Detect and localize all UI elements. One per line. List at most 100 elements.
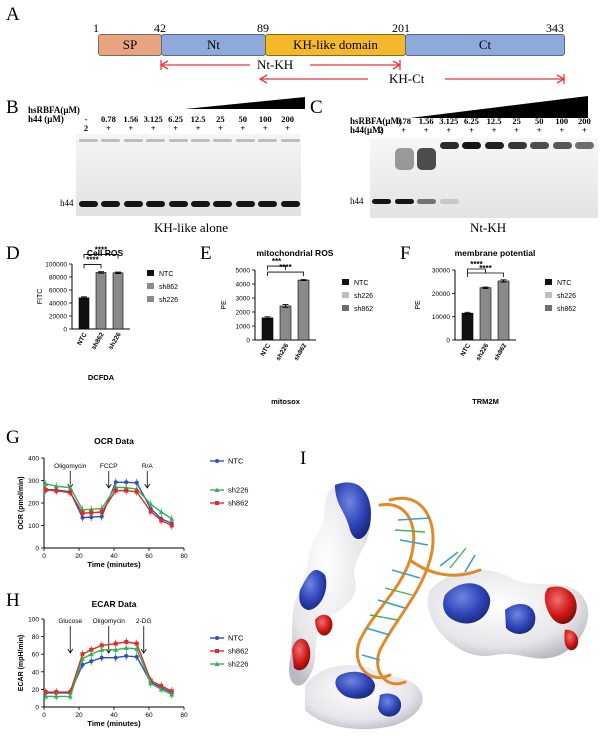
- x-tick-label: 20: [75, 712, 83, 719]
- gel-b-h44-band: [79, 201, 98, 207]
- error-bar: [300, 279, 307, 282]
- series-line: [45, 489, 173, 527]
- gel-b-lane-concentration: 25: [216, 114, 225, 124]
- gel-c-shifted-complex: [552, 142, 572, 149]
- gel-b-well: [235, 139, 255, 142]
- gel-c-lane-h44: +: [536, 125, 542, 135]
- gel-c-lane-concentration: 1.56: [418, 116, 434, 126]
- data-point: [113, 480, 118, 485]
- gel-c-band-label: h44: [350, 196, 364, 206]
- y-axis-label: FITC: [37, 289, 44, 305]
- data-point: [134, 646, 140, 651]
- data-point: [89, 659, 94, 664]
- x-axis-label: Time (minutes): [87, 719, 141, 728]
- construct-arrows: [159, 60, 566, 84]
- injection-arrow-head: [144, 483, 151, 489]
- error-bar: [115, 271, 121, 274]
- panel-label-a: A: [6, 4, 20, 25]
- gel-b-well: [168, 139, 188, 142]
- y-tick-label: 400: [28, 456, 39, 463]
- bar: [461, 312, 474, 341]
- significance-bracket: [267, 271, 304, 277]
- data-point: [124, 480, 129, 485]
- gel-c-lane-h44: 2: [378, 125, 384, 135]
- y-tick-label: 0: [446, 338, 450, 345]
- data-point: [123, 645, 129, 651]
- legend-swatch: [342, 292, 349, 298]
- gel-c-lane-concentration: 50: [534, 116, 544, 126]
- data-point: [43, 690, 48, 695]
- gel-c-lane-concentration: 6.25: [463, 116, 479, 126]
- gel-c-caption: Nt-KH: [470, 220, 507, 235]
- data-point: [54, 488, 59, 493]
- gel-c-lane-concentration: 200: [578, 116, 591, 126]
- y-tick-label: 10000: [432, 314, 450, 321]
- series-line: [45, 655, 173, 694]
- gel-b-well: [213, 139, 233, 142]
- data-point: [134, 641, 139, 646]
- chart-h-ecar: ECAR Data ECAR (mpH/min) 0 20 40 60 80 100 0 20 40…: [18, 599, 248, 728]
- y-tick-label: 0: [35, 546, 39, 553]
- y-tick-label: 0: [246, 338, 250, 345]
- gel-b-lane-concentration: 100: [258, 114, 272, 124]
- gel-c-lane-concentration: -: [379, 116, 383, 126]
- data-point: [169, 692, 175, 697]
- y-tick-label: 80: [32, 634, 40, 641]
- gel-c-shifted-complex: [485, 142, 504, 149]
- gel-b-lane-h44: +: [285, 123, 291, 133]
- y-axis-label: PE: [221, 300, 228, 310]
- legend-swatch: [545, 305, 552, 311]
- data-point: [148, 501, 154, 507]
- data-point: [113, 647, 119, 652]
- data-point: [68, 490, 73, 495]
- legend-label: sh226: [354, 293, 373, 300]
- gel-b-h44-band: [123, 201, 143, 207]
- gel-c-h44-band: [372, 199, 391, 204]
- panel-label-g: G: [6, 427, 20, 448]
- legend-marker: [215, 636, 219, 640]
- y-tick-label: 20000: [49, 314, 67, 321]
- gel-b-header: [185, 97, 305, 109]
- gel-c-lane-h44: +: [468, 125, 474, 135]
- chart-d-cell-ros: Cell ROS FITC 0 20000 40000 60000 80000 100000 N…: [37, 245, 178, 382]
- significance-stars: ****: [470, 260, 483, 269]
- chart-title: Cell ROS: [87, 248, 124, 258]
- series-line: [45, 647, 173, 698]
- injection-annotation: FCCP: [100, 463, 118, 470]
- chart-title: OCR Data: [94, 436, 134, 446]
- gel-b-lane-h44: +: [240, 123, 246, 133]
- y-tick-label: 80000: [49, 275, 67, 282]
- gel-c-h44-band: [417, 199, 437, 204]
- data-point: [68, 690, 73, 695]
- y-axis-label: ECAR (mpH/min): [18, 635, 25, 691]
- gel-c-shifted-complex: [507, 142, 527, 149]
- gel-b-lane-concentration: 200: [281, 114, 294, 124]
- legend-label: sh862: [354, 306, 373, 313]
- bar: [497, 280, 510, 341]
- gel-b-row1-label: hsRBFA(μM): [28, 105, 80, 115]
- gel-b-h44-band: [258, 201, 278, 207]
- chart-g-ocr: OCR Data OCR (pmol/min) 0 100 200 300 400 0 20 40…: [18, 436, 248, 569]
- gel-c-header: [410, 96, 588, 118]
- gel-c-lane-concentration: 0.78: [396, 116, 412, 126]
- y-tick-label: 300: [28, 478, 39, 485]
- gel-c-lane-concentration: 100: [555, 116, 569, 126]
- legend-swatch: [545, 279, 552, 285]
- x-tick-label: 0: [42, 712, 46, 719]
- y-tick-label: 40: [32, 669, 40, 676]
- legend-swatch: [545, 292, 552, 298]
- gel-c-lane-h44: +: [559, 125, 565, 135]
- legend-swatch: [147, 296, 154, 302]
- y-tick-label: 60: [32, 652, 40, 659]
- gel-c-shifted-complex: [462, 142, 482, 149]
- y-tick-label: 5000: [236, 268, 251, 275]
- chart-title: membrane potential: [455, 248, 536, 258]
- panel-label-d: D: [6, 243, 20, 264]
- gel-b-h44-band: [280, 201, 300, 207]
- x-tick-label: 80: [180, 712, 188, 719]
- gel-b-lane-concentration: -: [84, 114, 88, 124]
- gel-c-lane-concentration: 12.5: [486, 116, 502, 126]
- significance-stars: ***: [272, 257, 282, 266]
- gel-b-row2-label: h44 (μM): [28, 114, 64, 124]
